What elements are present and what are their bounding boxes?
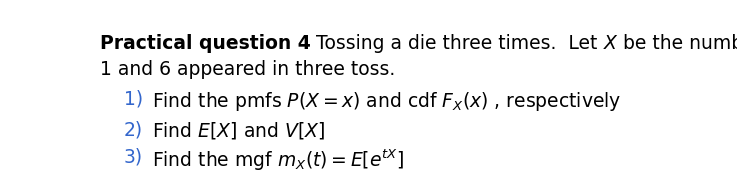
Text: 2): 2): [124, 120, 143, 139]
Text: 1): 1): [124, 90, 143, 109]
Text: 1 and 6 appeared in three toss.: 1 and 6 appeared in three toss.: [99, 60, 395, 79]
Text: Tossing a die three times.  Let: Tossing a die three times. Let: [310, 34, 604, 53]
Text: be the number of: be the number of: [617, 34, 737, 53]
Text: Find the pmfs $P(X = x)$ and cdf $F_X(x)$ , respectively: Find the pmfs $P(X = x)$ and cdf $F_X(x)…: [152, 90, 621, 113]
Text: Find $E[X]$ and $V[X]$: Find $E[X]$ and $V[X]$: [152, 120, 325, 141]
Text: 3): 3): [124, 147, 143, 166]
Text: Practical question 4: Practical question 4: [99, 34, 310, 53]
Text: X: X: [604, 34, 617, 53]
Text: Find the mgf $m_X(t) = E[e^{tX}]$: Find the mgf $m_X(t) = E[e^{tX}]$: [152, 147, 404, 173]
